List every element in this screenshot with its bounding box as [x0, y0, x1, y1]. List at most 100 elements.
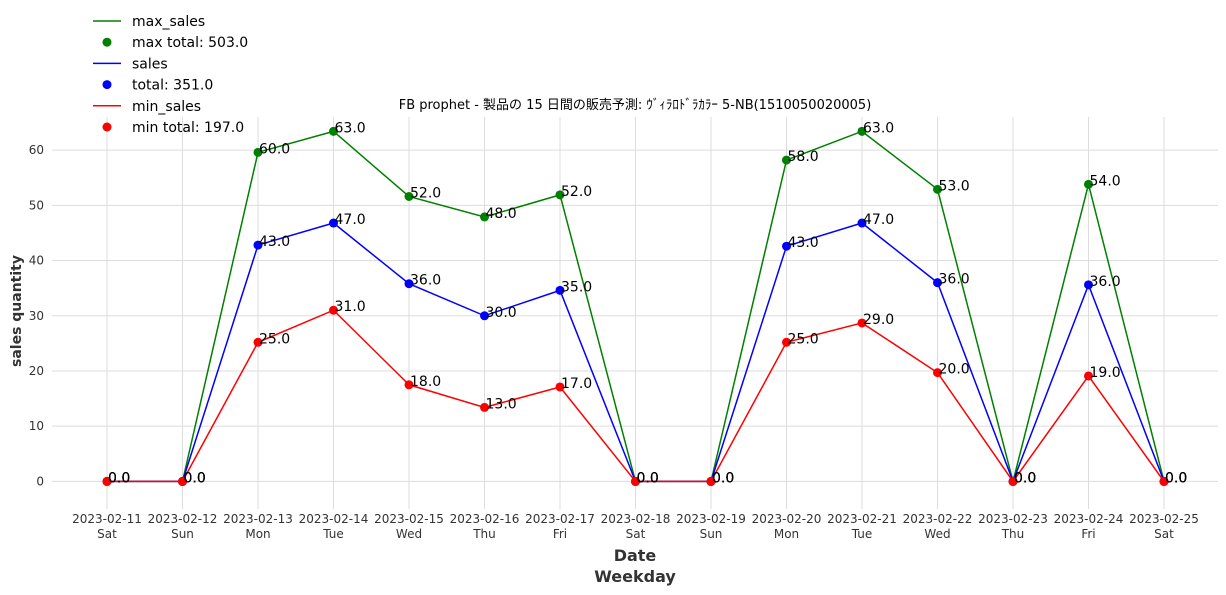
point-max_sales — [1084, 179, 1093, 189]
data-label-max_sales: 0.0 — [108, 470, 130, 486]
data-label-sales: 47.0 — [335, 212, 366, 228]
point-min_sales — [329, 305, 338, 315]
point-sales — [404, 279, 414, 289]
point-min_sales — [480, 402, 489, 412]
legend-label: max total: 503.0 — [132, 35, 248, 51]
y-tick-label: 30 — [29, 309, 44, 323]
data-labels: 0.0 0.0 60.0 63.0 52.0 48.0 52.0 0.0 0.0 58.0 63.0… — [108, 120, 1187, 486]
x-tick-weekday: Sun — [700, 527, 723, 541]
point-max_sales — [933, 184, 942, 194]
x-tick-date: 2023-02-12 — [148, 512, 218, 526]
data-label-sales: 0.0 — [637, 470, 659, 486]
point-max_sales — [329, 126, 338, 136]
data-label-max_sales: 63.0 — [863, 120, 894, 136]
point-min_sales — [857, 318, 867, 328]
x-tick-weekday: Wed — [924, 527, 950, 541]
x-tick-date: 2023-02-25 — [1129, 512, 1199, 526]
point-min_sales — [178, 476, 187, 486]
point-sales — [253, 240, 263, 250]
x-tick-date: 2023-02-16 — [450, 512, 520, 526]
data-label-max_sales: 53.0 — [939, 178, 970, 194]
data-label-max_sales: 0.0 — [637, 470, 659, 486]
data-label-min_sales: 29.0 — [863, 312, 894, 328]
x-tick-date: 2023-02-17 — [525, 512, 595, 526]
data-label-min_sales: 0.0 — [184, 470, 206, 486]
point-max_sales — [857, 126, 867, 136]
data-label-max_sales: 0.0 — [712, 470, 734, 486]
y-tick-label: 50 — [29, 198, 44, 212]
point-sales — [857, 218, 867, 228]
data-label-sales: 36.0 — [410, 273, 441, 289]
data-label-max_sales: 54.0 — [1090, 173, 1121, 189]
x-tick-date: 2023-02-11 — [72, 512, 142, 526]
x-tick-weekday: Sat — [97, 527, 117, 541]
y-tick-label: 60 — [29, 143, 44, 157]
point-min_sales — [404, 380, 414, 390]
data-label-sales: 43.0 — [788, 235, 819, 251]
x-tick-weekday: Sat — [1154, 527, 1174, 541]
data-label-min_sales: 0.0 — [108, 470, 130, 486]
legend-dot-marker — [102, 80, 112, 90]
x-tick-weekday: Mon — [245, 527, 270, 541]
data-label-min_sales: 25.0 — [259, 331, 290, 347]
x-tick-weekday: Thu — [1001, 527, 1025, 541]
data-label-sales: 35.0 — [561, 279, 592, 295]
x-tick-weekday: Tue — [851, 527, 873, 541]
data-label-min_sales: 0.0 — [712, 470, 734, 486]
point-max_sales — [782, 155, 791, 165]
legend-label: total: 351.0 — [132, 78, 213, 94]
point-sales — [329, 218, 338, 228]
x-tick-weekday: Mon — [774, 527, 799, 541]
point-max_sales — [555, 190, 565, 200]
x-tick-weekday: Fri — [1081, 527, 1095, 541]
data-label-min_sales: 20.0 — [939, 362, 970, 378]
data-label-max_sales: 52.0 — [410, 186, 441, 202]
point-max_sales — [480, 212, 489, 222]
data-label-max_sales: 63.0 — [335, 120, 366, 136]
x-tick-weekday: Fri — [553, 527, 567, 541]
x-tick-weekday: Tue — [322, 527, 344, 541]
y-tick-label: 20 — [29, 364, 44, 378]
point-min_sales — [1084, 371, 1093, 381]
x-tick-date: 2023-02-21 — [827, 512, 897, 526]
x-tick-date: 2023-02-13 — [223, 512, 293, 526]
x-tick-date: 2023-02-18 — [601, 512, 671, 526]
y-axis-ticks: 0 10 20 30 40 50 60 — [29, 143, 44, 488]
x-tick-weekday: Sat — [626, 527, 646, 541]
data-label-max_sales: 0.0 — [184, 470, 206, 486]
x-tick-weekday: Thu — [472, 527, 496, 541]
point-min_sales — [782, 337, 791, 347]
chart-title: FB prophet - 製品の 15 日間の販売予測: ｳﾞｨﾗﾛﾄﾞﾗｶﾗｰ… — [399, 97, 872, 113]
data-label-max_sales: 0.0 — [1014, 470, 1036, 486]
data-label-min_sales: 0.0 — [637, 470, 659, 486]
data-label-min_sales: 13.0 — [486, 396, 517, 412]
point-min_sales — [102, 476, 112, 486]
point-sales — [933, 278, 942, 288]
y-tick-label: 40 — [29, 254, 44, 268]
x-tick-date: 2023-02-15 — [374, 512, 444, 526]
data-label-sales: 0.0 — [184, 470, 206, 486]
data-label-sales: 0.0 — [712, 470, 734, 486]
data-label-min_sales: 17.0 — [561, 376, 592, 392]
x-tick-weekday: Wed — [396, 527, 422, 541]
legend-label: min total: 197.0 — [132, 120, 244, 136]
data-label-sales: 36.0 — [1090, 274, 1121, 290]
y-tick-label: 10 — [29, 419, 44, 433]
point-max_sales — [404, 192, 414, 202]
legend-label: sales — [132, 56, 168, 72]
x-tick-date: 2023-02-20 — [752, 512, 822, 526]
point-min_sales — [1159, 476, 1169, 486]
y-tick-label: 0 — [36, 474, 44, 488]
x-tick-weekday: Sun — [171, 527, 194, 541]
point-sales — [480, 311, 489, 321]
data-label-max_sales: 48.0 — [486, 206, 517, 222]
point-min_sales — [933, 368, 942, 378]
point-min_sales — [1008, 476, 1018, 486]
x-tick-date: 2023-02-14 — [299, 512, 369, 526]
y-axis-title: sales quantity — [9, 255, 25, 367]
data-label-sales: 0.0 — [1165, 470, 1187, 486]
point-sales — [555, 285, 565, 295]
x-axis-subtitle: Weekday — [594, 567, 676, 586]
